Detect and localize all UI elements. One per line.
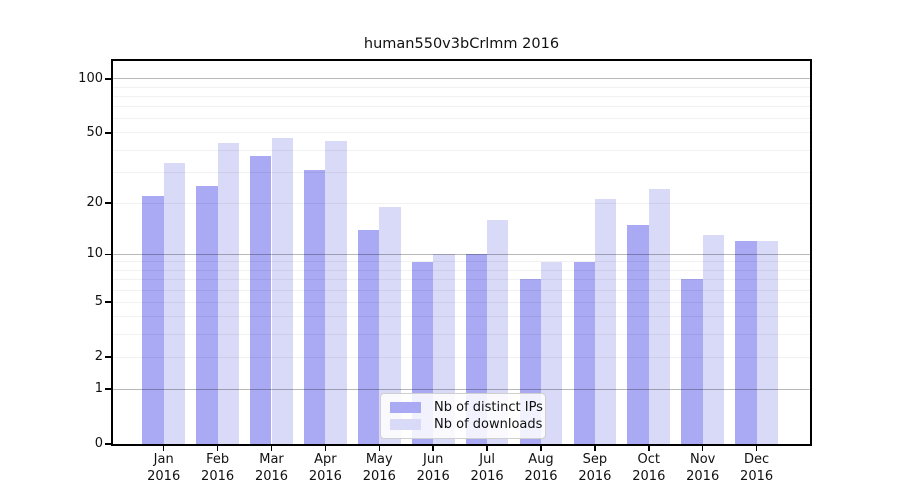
x-tick-label: Dec 2016 [740,452,774,484]
x-tick-mark [162,446,165,451]
y-tick-label: 100 [78,70,103,86]
bar-downloads [325,141,347,444]
gridline-minor [113,261,810,263]
x-tick-label: Jun 2016 [416,452,450,484]
y-tick-label: 1 [94,381,103,397]
gridline-minor [113,301,810,303]
bar-distinct-ips [196,186,218,444]
legend-label-distinct-ips: Nb of distinct IPs [434,399,543,415]
y-tick-mark [105,132,111,134]
gridline-minor [113,171,810,173]
x-tick-label: Mar 2016 [254,452,289,484]
gridline-minor [113,106,810,108]
bar-distinct-ips [250,156,272,444]
legend-item-downloads: Nb of downloads [390,416,542,432]
x-tick-label: Feb 2016 [201,452,235,484]
y-tick-label: 2 [94,349,103,365]
x-tick-mark [432,446,434,451]
x-tick-mark [270,446,273,451]
bar-distinct-ips [142,195,164,444]
y-tick-label: 10 [86,246,103,262]
chart-title: human550v3bCrlmm 2016 [363,36,560,52]
legend-item-distinct-ips: Nb of distinct IPs [390,399,543,415]
gridline-minor [113,95,810,97]
bar-downloads [702,235,725,444]
gridline-major [113,253,810,255]
gridline-major [113,78,810,80]
gridline-minor [113,149,810,151]
x-tick-label: May 2016 [362,452,396,484]
x-tick-mark [701,446,704,451]
x-tick-mark [378,446,381,451]
bar-distinct-ips [735,241,757,444]
gridline-minor [113,278,810,280]
x-tick-mark [324,446,327,451]
x-tick-label: Sep 2016 [578,452,612,484]
gridline-minor [113,118,810,120]
x-tick-mark [755,446,758,451]
y-tick-label: 50 [86,124,103,140]
legend: Nb of distinct IPs Nb of downloads [380,393,546,439]
y-tick-mark [105,301,111,304]
bar-distinct-ips [304,169,326,444]
bar-distinct-ips [681,279,703,444]
gridline-major [113,388,810,390]
bar-downloads [163,162,186,444]
bar-downloads [594,199,617,444]
bar-downloads [487,219,509,444]
gridline-minor [113,316,810,318]
x-tick-label: Aug 2016 [524,452,558,484]
bar-downloads [217,142,239,444]
y-tick-mark [105,388,111,390]
x-tick-label: Jan 2016 [147,452,181,484]
bar-distinct-ips [627,224,649,444]
bar-distinct-ips [573,261,595,444]
x-tick-label: Oct 2016 [632,452,666,484]
gridline-minor [113,356,810,358]
x-tick-label: Jul 2016 [470,452,504,484]
y-tick-label: 0 [94,436,103,451]
legend-swatch-downloads [390,418,421,430]
bar-downloads [541,261,563,444]
y-tick-label: 20 [86,195,103,211]
y-tick-mark [105,443,111,445]
x-tick-mark [594,446,596,451]
bar-downloads [379,207,401,444]
gridline-minor [113,333,810,335]
x-tick-label: Nov 2016 [686,452,720,484]
x-tick-label: Apr 2016 [308,452,342,484]
x-tick-mark [216,446,219,451]
y-tick-mark [105,253,111,256]
y-tick-mark [105,202,111,204]
x-tick-mark [540,446,542,451]
gridline-minor [113,289,810,291]
legend-swatch-distinct-ips [390,401,421,413]
gridline-minor [113,132,810,134]
y-tick-mark [105,78,111,80]
y-tick-label: 5 [94,294,103,310]
bar-downloads [271,137,293,444]
x-tick-mark [648,446,650,451]
bar-distinct-ips [357,229,380,444]
bar-downloads [756,241,778,444]
gridline-minor [113,269,810,271]
x-tick-mark [486,446,488,451]
gridline-minor [113,202,810,204]
bar-downloads [648,189,671,444]
y-tick-mark [105,356,111,358]
legend-label-downloads: Nb of downloads [434,416,543,432]
gridline-minor [113,86,810,88]
